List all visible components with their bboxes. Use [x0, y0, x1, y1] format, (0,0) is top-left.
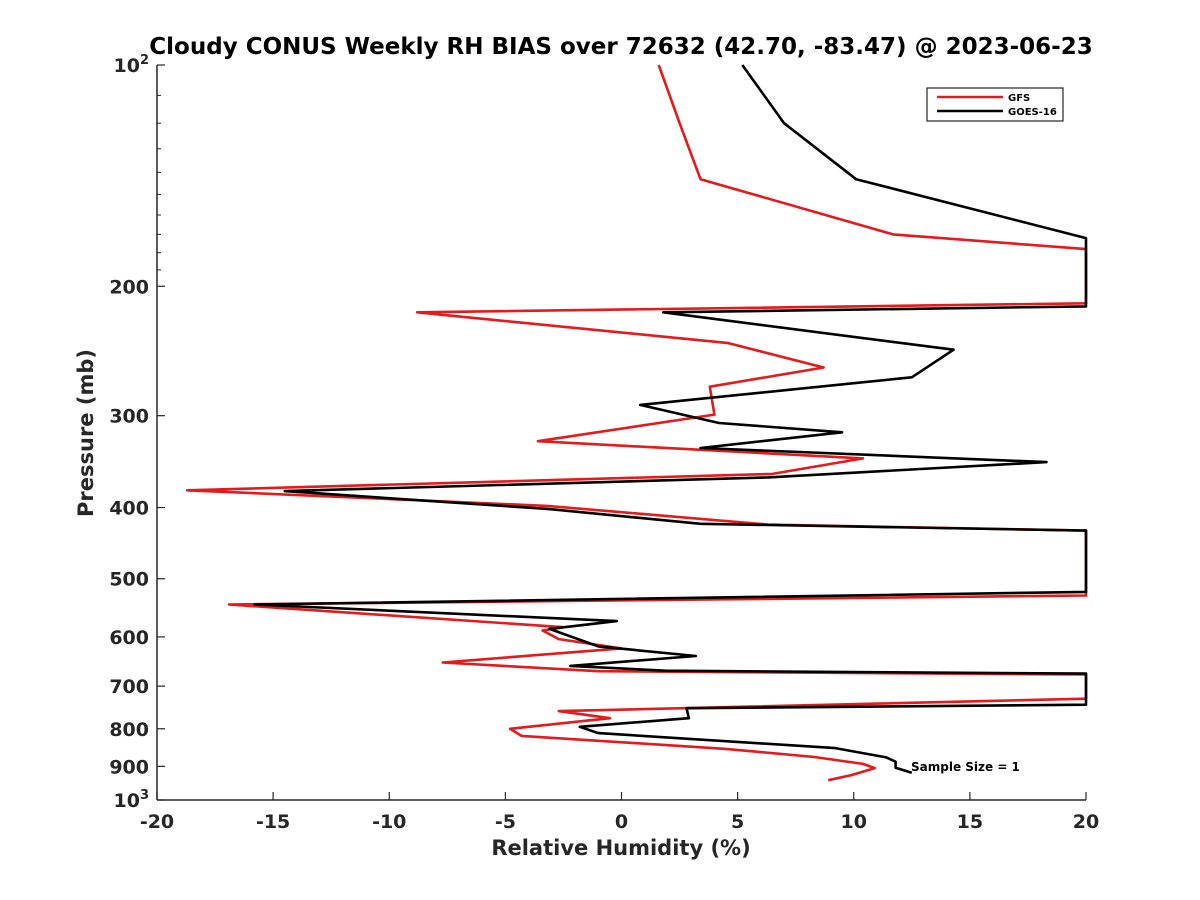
y-tick-label: 800	[109, 719, 149, 741]
x-axis-ticks: -20 -15 -10 -5 0 5 10 15 20	[140, 792, 1099, 833]
y-tick-label: 400	[109, 498, 149, 520]
y-tick-label: 200	[109, 276, 149, 298]
y-tick-label: 300	[109, 406, 149, 428]
y-axis-label: Pressure (mb)	[74, 349, 98, 517]
plot-area	[156, 65, 1086, 801]
x-tick-label: 15	[957, 811, 983, 833]
series-line-goes16	[253, 64, 1088, 774]
x-tick-label: -20	[140, 811, 174, 833]
y-tick-label: 600	[109, 627, 149, 649]
y-tick-label: 900	[109, 756, 149, 778]
chart-title: Cloudy CONUS Weekly RH BIAS over 72632 (…	[149, 34, 1092, 60]
legend-box	[926, 87, 1064, 122]
y-tick-label: 103	[114, 788, 150, 812]
x-tick-label: 10	[841, 811, 867, 833]
y-tick-label: 102	[114, 53, 150, 77]
legend-label-goes16: GOES-16	[1008, 107, 1057, 118]
x-tick-label: 20	[1073, 811, 1099, 833]
series-layer	[185, 64, 1088, 782]
x-tick-label: 5	[731, 811, 744, 833]
legend: GFS GOES-16	[926, 87, 1064, 122]
series-line-gfs	[185, 64, 1088, 782]
x-tick-label: -5	[495, 811, 516, 833]
y-tick-label: 700	[109, 676, 149, 698]
x-axis-label: Relative Humidity (%)	[491, 836, 750, 860]
legend-label-gfs: GFS	[1008, 93, 1030, 104]
x-tick-label: -10	[372, 811, 406, 833]
y-axis-ticks: 102 200 300 400 500 600 700 800 900 103	[109, 53, 165, 812]
x-tick-label: -15	[256, 811, 290, 833]
x-tick-label: 0	[615, 811, 628, 833]
sample-size-annotation: Sample Size = 1	[911, 760, 1020, 774]
y-tick-label: 500	[109, 569, 149, 591]
